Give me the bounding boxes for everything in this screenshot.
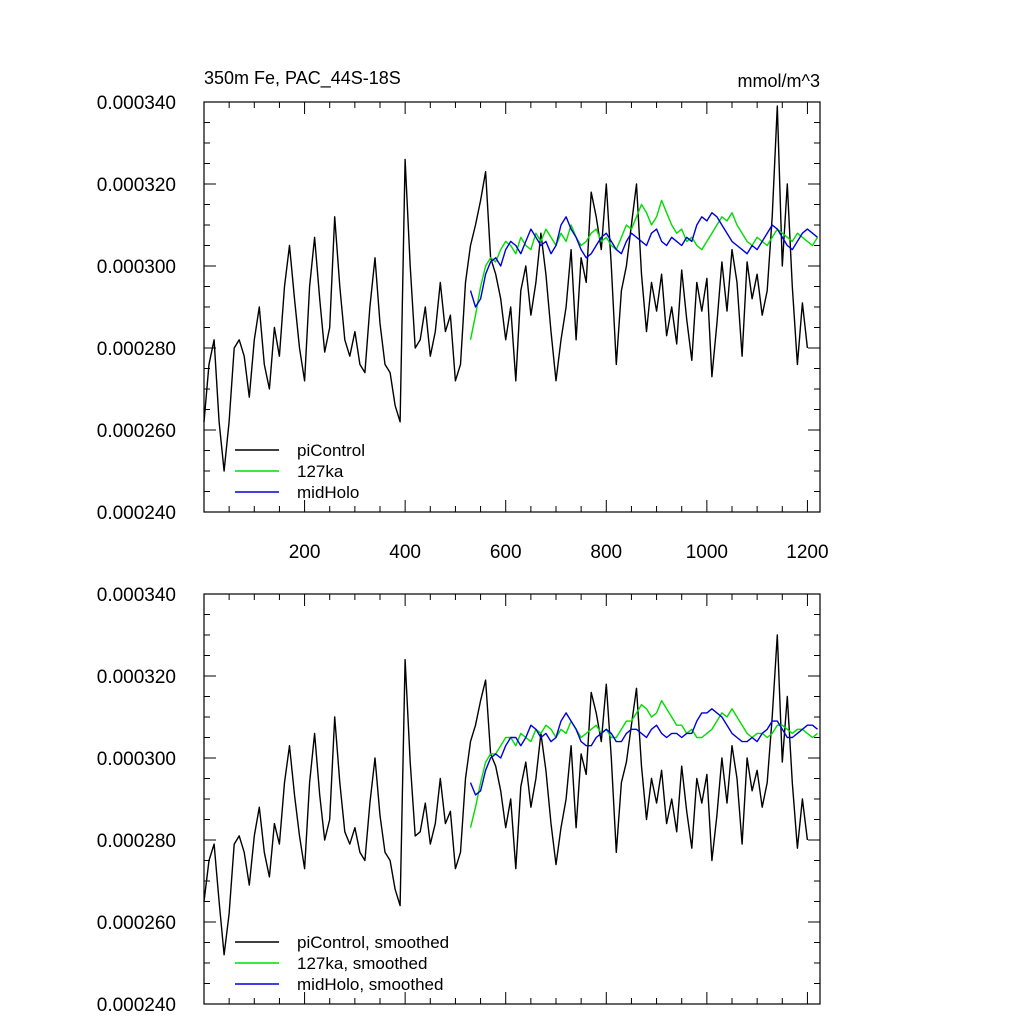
y-axis-labels: 0.000240 0.000260 0.000280 0.000300 0.000320…: [97, 93, 176, 524]
y-tick-label: 0.000300: [97, 257, 176, 278]
series-line: [469, 708, 818, 796]
y-tick-label: 0.000300: [97, 749, 176, 770]
y-tick-label: 0.000280: [97, 339, 176, 360]
y-tick-label: 0.000260: [97, 421, 176, 442]
x-tick-label: 200: [289, 542, 321, 563]
bottom-panel: 0.000240 0.000260 0.000280 0.000300 0.000320…: [97, 585, 821, 1016]
y-tick-label: 0.000340: [97, 585, 176, 606]
series-lines: [203, 634, 818, 956]
y-tick-label: 0.000260: [97, 913, 176, 934]
axis-ticks: [204, 593, 820, 1005]
legend: piControl, smoothed 127ka, smoothed midHol…: [235, 933, 449, 994]
y-axis-labels: 0.000240 0.000260 0.000280 0.000300 0.000320…: [97, 585, 176, 1016]
x-tick-label: 600: [490, 542, 522, 563]
plot-frame: [203, 101, 821, 513]
legend-label: 127ka: [297, 462, 344, 481]
legend-label: 127ka, smoothed: [297, 954, 427, 973]
x-tick-label: 1000: [686, 542, 728, 563]
chart-title: 350m Fe, PAC_44S-18S: [204, 68, 401, 89]
top-panel: 350m Fe, PAC_44S-18S mmol/m^3 0.0002400.…: [97, 68, 829, 563]
y-tick-label: 0.000240: [97, 995, 176, 1016]
x-tick-label: 800: [590, 542, 622, 563]
y-tick-label: 0.000280: [97, 831, 176, 852]
x-tick-label: 1200: [786, 542, 828, 563]
legend-label: midHolo, smoothed: [297, 975, 443, 994]
series-line: [469, 211, 818, 308]
series-line: [203, 105, 809, 472]
series-lines: [203, 105, 819, 472]
units-label: mmol/m^3: [738, 71, 820, 91]
series-line: [469, 199, 819, 340]
y-tick-label: 0.000240: [97, 503, 176, 524]
x-axis-labels: 200 400 600 800 1000 1200: [289, 542, 829, 563]
y-tick-label: 0.000340: [97, 93, 176, 114]
series-line: [469, 699, 818, 828]
x-tick-label: 400: [389, 542, 421, 563]
legend: piControl 127ka midHolo: [235, 441, 365, 502]
legend-label: piControl: [297, 441, 365, 460]
series-line: [203, 634, 809, 956]
y-tick-label: 0.000320: [97, 667, 176, 688]
y-tick-label: 0.000320: [97, 175, 176, 196]
legend-label: midHolo: [297, 483, 359, 502]
legend-label: piControl, smoothed: [297, 933, 449, 952]
plot-frame: [203, 593, 821, 1005]
